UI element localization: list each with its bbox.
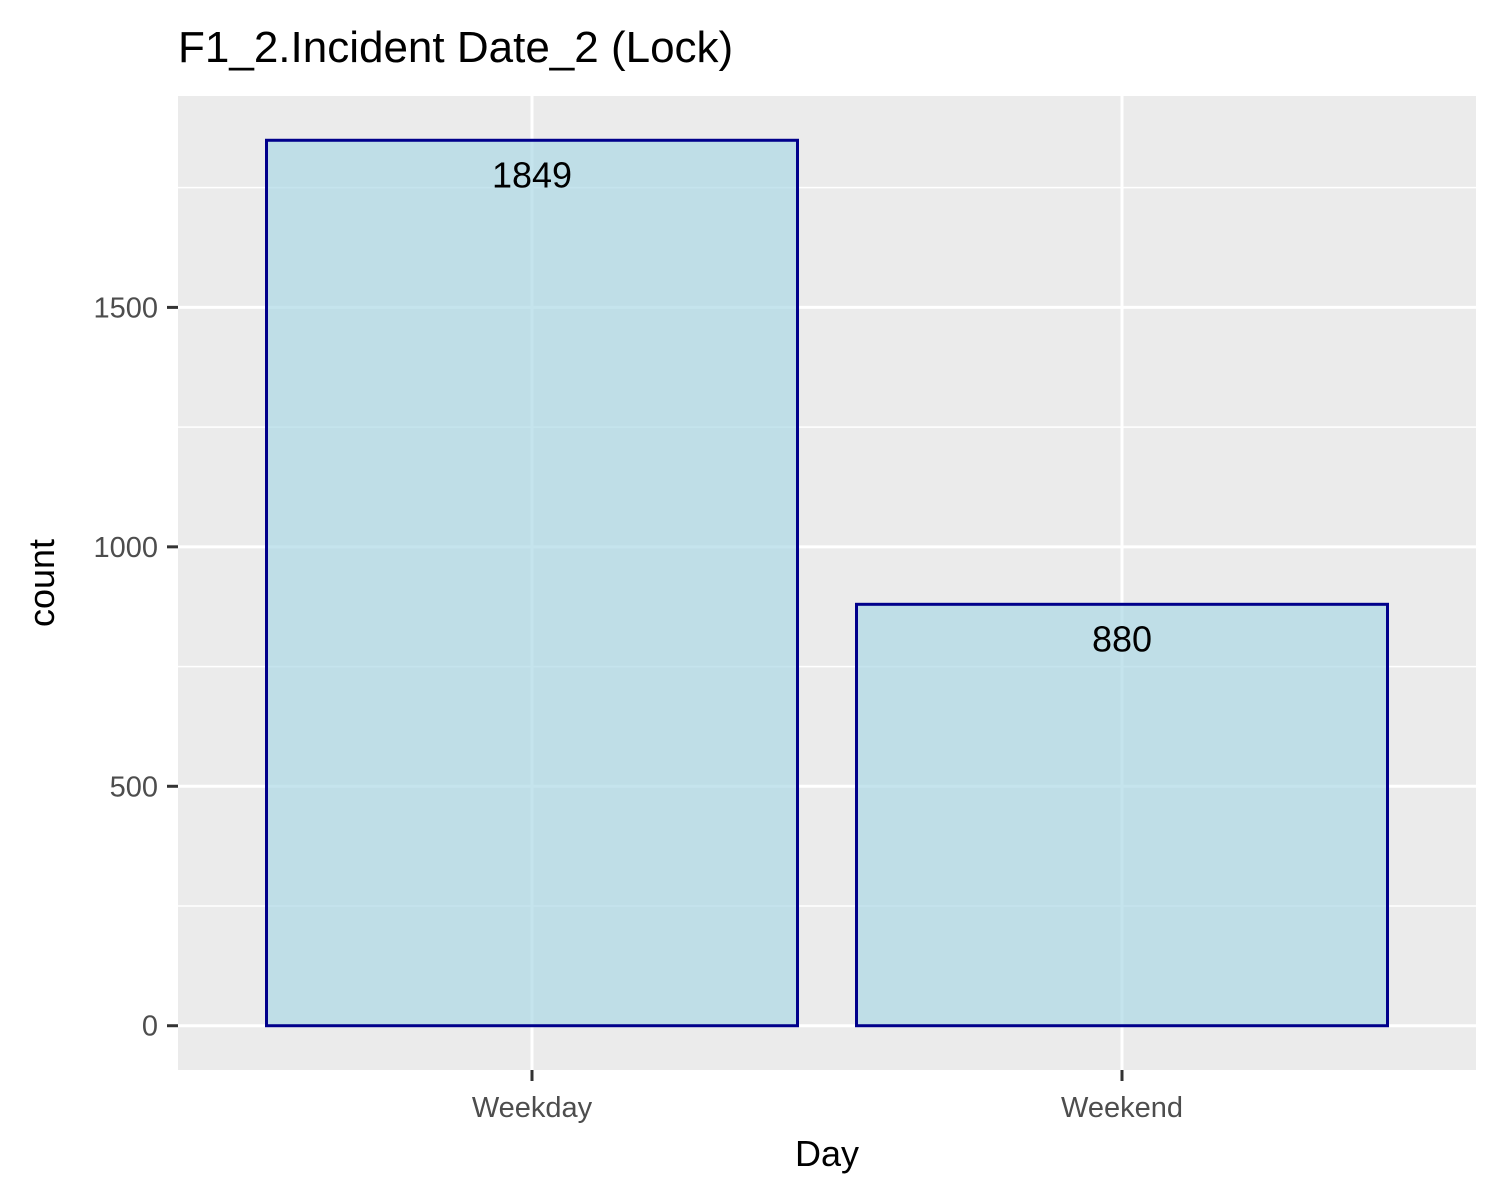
y-axis: 0 500 1000 1500 xyxy=(93,292,178,1043)
data-label: 880 xyxy=(1092,618,1152,659)
bars xyxy=(265,138,1389,1028)
bar-weekday xyxy=(265,138,799,1028)
y-tick-label: 0 xyxy=(142,1011,158,1043)
y-tick-label: 500 xyxy=(110,771,158,803)
y-tick-label: 1000 xyxy=(93,532,158,564)
x-tick-label: Weekend xyxy=(1061,1092,1183,1124)
data-label: 1849 xyxy=(492,154,572,195)
bar-weekend xyxy=(855,602,1389,1028)
data-labels: 1849 880 xyxy=(492,154,1152,659)
x-axis: Weekday Weekend xyxy=(472,1070,1183,1124)
x-tick-label: Weekday xyxy=(472,1092,593,1124)
x-axis-title: Day xyxy=(795,1133,859,1174)
chart-title: F1_2.Incident Date_2 (Lock) xyxy=(178,23,733,72)
y-tick-label: 1500 xyxy=(93,292,158,324)
y-axis-title: count xyxy=(21,539,62,627)
